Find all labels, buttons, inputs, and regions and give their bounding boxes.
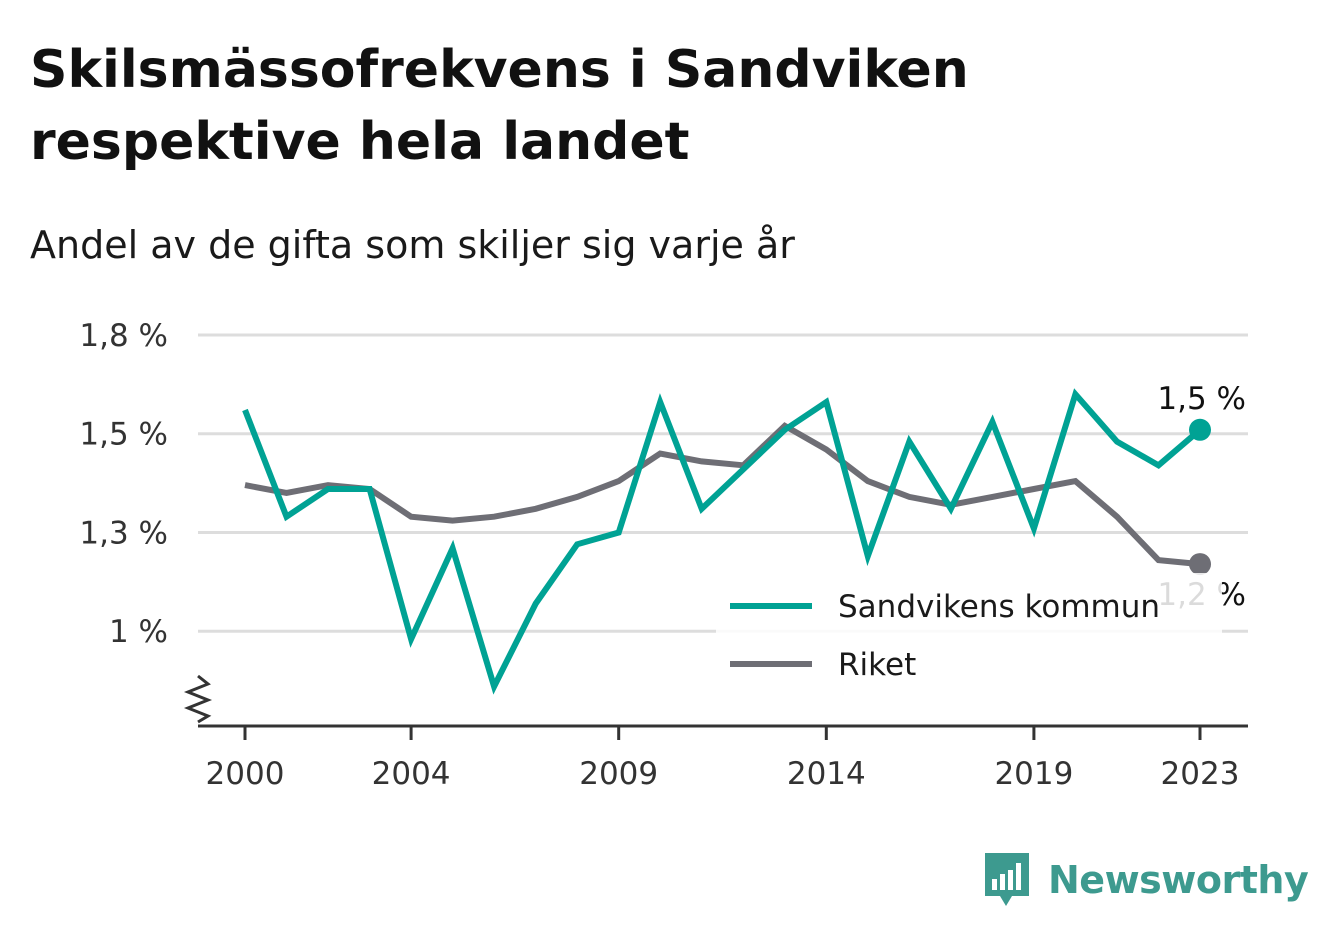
legend-background (716, 573, 1222, 691)
x-tick-label: 2009 (579, 756, 658, 792)
x-axis-ticks: 2000 2004 2009 2014 2019 2023 (206, 726, 1240, 792)
end-marker-sandvikens-kommun (1189, 418, 1211, 441)
series-line-sandvikens-kommun (242, 388, 1202, 695)
legend: Sandvikens kommun Riket (716, 573, 1222, 691)
legend-label: Riket (838, 647, 916, 683)
y-tick-label: 1,5 % (79, 417, 168, 453)
y-tick-label: 1,3 % (79, 515, 168, 551)
x-tick-label: 2019 (994, 756, 1073, 792)
x-tick-label: 2014 (787, 756, 866, 792)
brand-logo: Newsworthy (982, 850, 1309, 910)
end-marker-riket (1189, 553, 1211, 576)
x-tick-label: 2023 (1161, 756, 1240, 792)
y-axis-tick-labels: 1 % 1,3 % 1,5 % 1,8 % (79, 318, 168, 650)
x-tick-label: 2000 (206, 756, 285, 792)
axes (183, 674, 1248, 728)
y-tick-label: 1,8 % (79, 318, 168, 354)
chart-subtitle: Andel av de gifta som skiljer sig varje … (30, 223, 795, 267)
y-tick-label: 1 % (109, 614, 168, 650)
end-label-sandvikens-kommun: 1,5 % (1157, 381, 1246, 417)
axis-break-icon (183, 674, 213, 724)
chart-title: Skilsmässofrekvens i Sandviken respektiv… (30, 40, 969, 172)
x-tick-label: 2004 (372, 756, 451, 792)
series-line-riket (244, 422, 1201, 568)
legend-label: Sandvikens kommun (838, 589, 1160, 625)
series-lines (242, 388, 1202, 695)
bar-chart-speech-bubble-icon (985, 853, 1029, 906)
brand-name: Newsworthy (1048, 858, 1309, 902)
